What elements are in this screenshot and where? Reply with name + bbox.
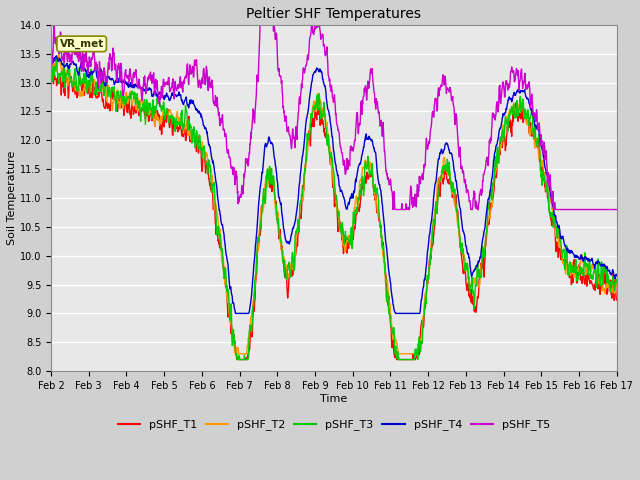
- pSHF_T2: [612, 281, 620, 287]
- Line: pSHF_T3: pSHF_T3: [51, 57, 616, 360]
- pSHF_T4: [612, 272, 620, 278]
- pSHF_T3: [173, 123, 180, 129]
- pSHF_T1: [547, 213, 554, 218]
- Legend: pSHF_T1, pSHF_T2, pSHF_T3, pSHF_T4, pSHF_T5: pSHF_T1, pSHF_T2, pSHF_T3, pSHF_T4, pSHF…: [113, 415, 555, 435]
- pSHF_T4: [232, 311, 239, 316]
- Line: pSHF_T2: pSHF_T2: [51, 54, 616, 354]
- pSHF_T2: [47, 76, 55, 82]
- pSHF_T2: [237, 351, 244, 357]
- Line: pSHF_T4: pSHF_T4: [51, 56, 616, 313]
- pSHF_T3: [422, 301, 430, 307]
- pSHF_T1: [612, 297, 620, 303]
- pSHF_T3: [47, 54, 55, 60]
- pSHF_T5: [612, 207, 620, 213]
- pSHF_T1: [422, 290, 430, 296]
- pSHF_T3: [233, 357, 241, 362]
- pSHF_T1: [237, 357, 244, 362]
- Title: Peltier SHF Temperatures: Peltier SHF Temperatures: [246, 7, 421, 21]
- Y-axis label: Soil Temperature: Soil Temperature: [7, 151, 17, 245]
- pSHF_T1: [173, 122, 181, 128]
- pSHF_T5: [389, 207, 397, 213]
- pSHF_T1: [159, 120, 167, 125]
- pSHF_T4: [547, 191, 554, 196]
- Line: pSHF_T1: pSHF_T1: [51, 72, 616, 360]
- pSHF_T2: [173, 108, 181, 114]
- pSHF_T5: [173, 87, 180, 93]
- pSHF_T3: [159, 107, 167, 112]
- pSHF_T4: [52, 53, 60, 59]
- Text: VR_met: VR_met: [60, 39, 104, 49]
- pSHF_T2: [232, 351, 239, 357]
- pSHF_T2: [159, 109, 167, 115]
- pSHF_T1: [62, 70, 70, 75]
- pSHF_T1: [47, 70, 55, 75]
- pSHF_T4: [173, 93, 181, 99]
- pSHF_T2: [55, 51, 63, 57]
- X-axis label: Time: Time: [320, 394, 348, 404]
- pSHF_T5: [497, 98, 504, 104]
- pSHF_T4: [422, 263, 430, 268]
- pSHF_T5: [422, 135, 430, 141]
- pSHF_T2: [422, 288, 430, 294]
- pSHF_T5: [236, 193, 244, 199]
- pSHF_T1: [233, 357, 241, 362]
- pSHF_T2: [547, 191, 554, 197]
- pSHF_T2: [497, 146, 504, 152]
- Line: pSHF_T5: pSHF_T5: [51, 0, 616, 210]
- pSHF_T4: [237, 311, 244, 316]
- pSHF_T5: [547, 172, 554, 178]
- pSHF_T3: [496, 139, 504, 145]
- pSHF_T3: [612, 278, 620, 284]
- pSHF_T3: [546, 209, 554, 215]
- pSHF_T1: [497, 145, 504, 151]
- pSHF_T5: [47, 38, 55, 44]
- pSHF_T5: [159, 80, 167, 85]
- pSHF_T4: [159, 96, 167, 101]
- pSHF_T4: [47, 57, 55, 62]
- pSHF_T3: [237, 357, 244, 362]
- pSHF_T4: [497, 125, 504, 131]
